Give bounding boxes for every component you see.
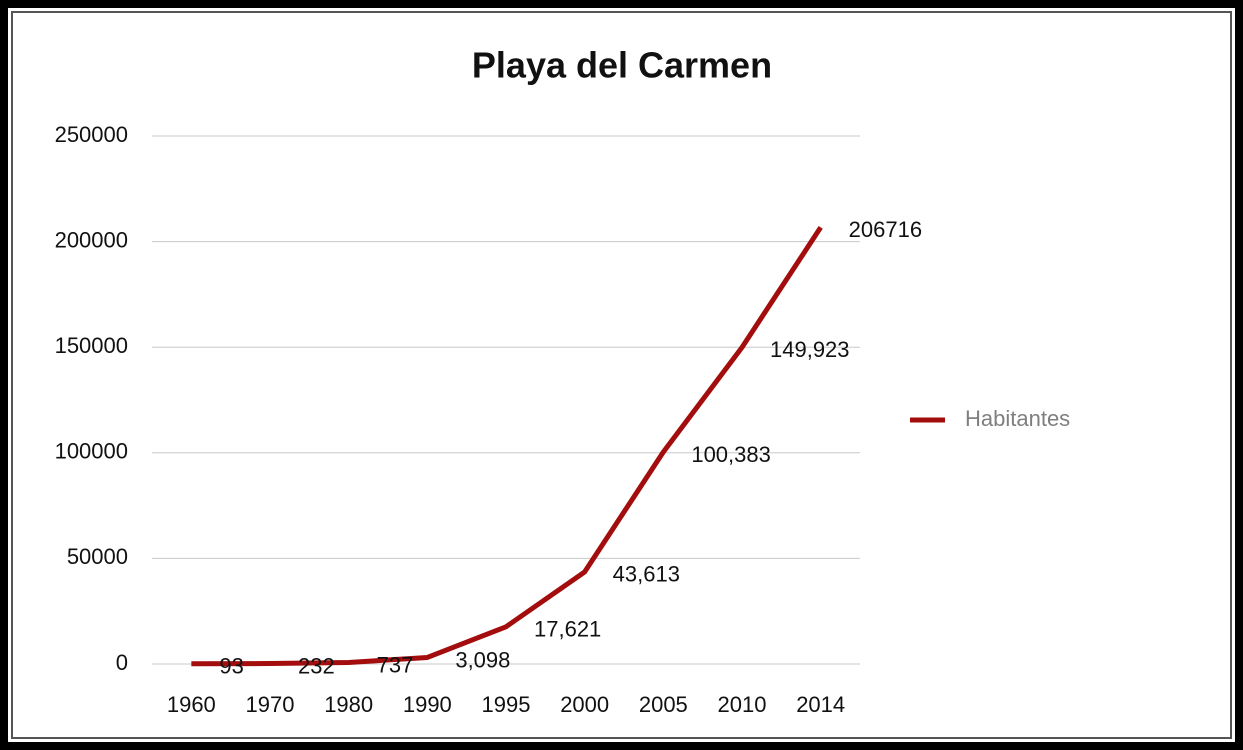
data-label: 3,098 [455, 647, 510, 672]
x-tick-label: 2010 [718, 692, 767, 717]
data-label: 737 [377, 652, 414, 677]
series-line [191, 226, 823, 667]
legend-label: Habitantes [965, 406, 1070, 431]
data-label: 17,621 [534, 617, 601, 642]
x-tick-label: 2005 [639, 692, 688, 717]
data-label: 100,383 [691, 442, 771, 467]
y-tick-label: 200000 [55, 227, 128, 252]
data-label: 43,613 [613, 562, 680, 587]
x-tick-label: 2014 [796, 692, 845, 717]
inner-frame [11, 11, 1232, 739]
y-tick-label: 0 [116, 650, 128, 675]
x-tick-label: 1960 [167, 692, 216, 717]
x-tick-label: 1980 [324, 692, 373, 717]
x-tick-label: 1990 [403, 692, 452, 717]
data-label: 149,923 [770, 337, 850, 362]
data-label: 232 [298, 653, 335, 678]
y-tick-label: 150000 [55, 333, 128, 358]
y-tick-label: 100000 [55, 439, 128, 464]
x-tick-label: 2000 [560, 692, 609, 717]
data-label: 93 [219, 654, 243, 679]
chart-title: Playa del Carmen [472, 45, 772, 86]
data-label: 206716 [849, 217, 922, 242]
x-tick-label: 1995 [482, 692, 531, 717]
x-tick-label: 1970 [246, 692, 295, 717]
y-tick-label: 250000 [55, 122, 128, 147]
y-tick-label: 50000 [67, 544, 128, 569]
